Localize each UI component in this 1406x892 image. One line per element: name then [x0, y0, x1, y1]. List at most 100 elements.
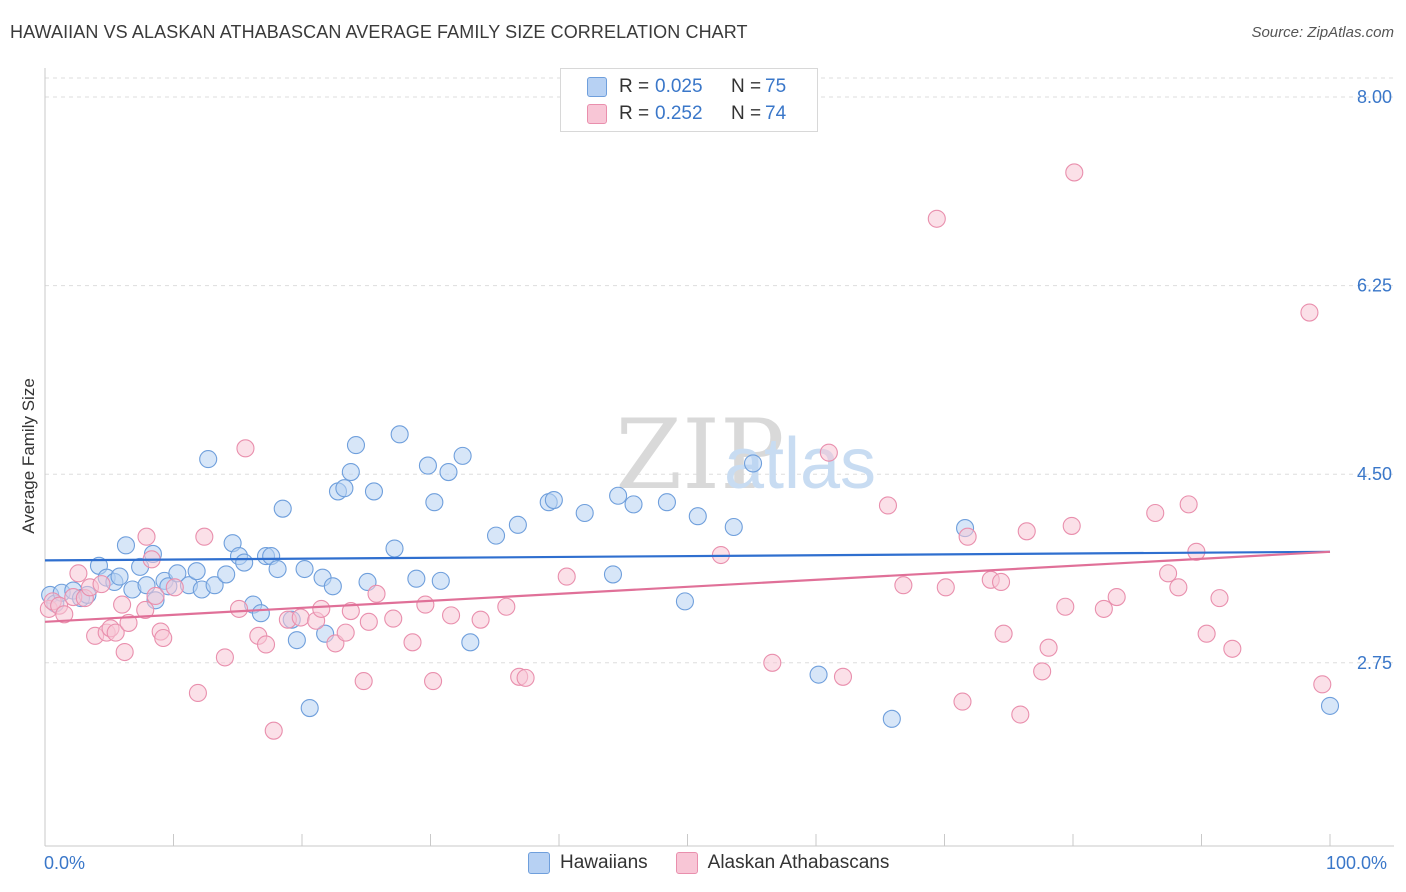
athabascan-point	[341, 602, 360, 621]
legend-swatch-blue	[528, 852, 550, 874]
athabascan-point	[991, 572, 1011, 592]
hawaiian-point	[486, 526, 506, 545]
hawaiian-trend-line	[44, 550, 1331, 562]
athabascan-point	[69, 564, 88, 583]
hawaiian-point	[544, 491, 563, 510]
athabascan-point	[154, 628, 173, 648]
x-axis-ticks	[44, 834, 1331, 846]
athabascan-point	[195, 527, 214, 546]
legend-label: Alaskan Athabascans	[707, 852, 890, 873]
hawaiian-point	[116, 536, 136, 555]
athabascan-point	[833, 667, 853, 686]
hawaiians-swatch	[587, 77, 607, 97]
hawaiian-point	[205, 576, 224, 595]
legend-item-hawaiians: Hawaiians	[528, 852, 648, 874]
y-tick-label: 4.50	[1357, 464, 1392, 484]
athabascan-point	[1107, 588, 1126, 607]
data-points	[39, 163, 1340, 740]
r-value: 0.025	[655, 76, 703, 97]
athabascan-point	[953, 692, 972, 711]
athabascan-point	[55, 605, 74, 624]
hawaiian-point	[273, 499, 292, 518]
hawaiian-point	[418, 456, 437, 475]
hawaiian-point	[575, 503, 594, 523]
hawaiian-point	[743, 454, 763, 473]
athabascan-point	[137, 527, 156, 546]
hawaiian-point	[217, 565, 236, 584]
source-credit: Source: ZipAtlas.com	[1251, 24, 1394, 41]
athabascan-point	[1197, 624, 1216, 643]
athabascan-point	[424, 672, 443, 691]
hawaiian-point	[809, 665, 828, 684]
athabascan-point	[165, 578, 184, 597]
athabascan-point	[1146, 503, 1165, 523]
y-axis-tick-labels: 2.75 4.50 6.25 8.00	[1357, 87, 1392, 673]
athabascan-point	[958, 527, 977, 546]
athabascan-point	[1017, 522, 1036, 541]
athabascan-point	[1094, 599, 1113, 618]
hawaiian-point	[609, 486, 628, 505]
athabascan-point	[1062, 516, 1081, 535]
athabascan-point	[1169, 578, 1188, 597]
hawaiian-point	[364, 482, 384, 501]
athabascan-point	[1159, 564, 1178, 583]
gridlines	[45, 77, 1394, 664]
hawaiian-point	[187, 562, 206, 581]
y-tick-label: 8.00	[1357, 87, 1392, 107]
legend-item-athabascans: Alaskan Athabascans	[675, 852, 890, 874]
n-label: N =	[731, 103, 762, 124]
athabascan-point	[92, 575, 111, 594]
n-label: N =	[731, 76, 762, 97]
watermark-zip: ZIP	[615, 399, 784, 511]
legend-label: Hawaiians	[560, 852, 648, 873]
athabascan-point	[557, 567, 576, 586]
hawaiian-point	[431, 571, 450, 590]
hawaiian-point	[882, 709, 901, 728]
athabascan-point	[936, 578, 955, 597]
athabascan-point	[113, 595, 132, 614]
athabascan-point	[403, 633, 422, 652]
athabascan-point	[215, 648, 234, 667]
athabascan-point	[1056, 597, 1075, 616]
athabascan-point	[367, 584, 386, 603]
athabascan-point	[1179, 495, 1198, 514]
hawaiian-point	[688, 507, 707, 526]
hawaiian-point	[110, 567, 129, 586]
hawaiian-point	[295, 559, 314, 579]
athabascan-point	[291, 608, 310, 627]
hawaiian-point	[235, 553, 254, 572]
athabascan-point	[763, 653, 782, 672]
r-label: R =	[619, 76, 650, 97]
athabascan-point	[1039, 638, 1058, 657]
n-value: 74	[765, 103, 787, 124]
athabascan-trend-line	[44, 550, 1331, 623]
athabascan-point	[1223, 639, 1242, 658]
athabascan-point	[1033, 662, 1052, 681]
r-value: 0.252	[655, 103, 703, 124]
hawaiian-point	[287, 631, 306, 650]
athabascan-point	[994, 624, 1013, 643]
hawaiian-point	[675, 592, 694, 611]
athabascan-point	[1313, 675, 1332, 694]
athabascan-point	[119, 613, 138, 632]
hawaiian-point	[251, 604, 270, 623]
y-tick-label: 2.75	[1357, 653, 1392, 673]
hawaiian-point	[1320, 696, 1340, 715]
hawaiian-point	[461, 633, 480, 652]
n-value: 75	[765, 76, 787, 97]
athabascan-point	[1210, 589, 1229, 608]
athabascan-point	[236, 439, 255, 458]
athabascans-swatch	[587, 104, 607, 124]
hawaiian-point	[323, 577, 342, 596]
athabascan-point	[416, 595, 435, 614]
hawaiian-point	[624, 495, 643, 514]
athabascan-point	[471, 610, 490, 629]
hawaiian-point	[657, 493, 676, 512]
hawaiian-point	[603, 565, 623, 584]
hawaiian-point	[300, 699, 319, 718]
stats-row-hawaiians: R = 0.025 N = 75	[587, 75, 786, 99]
hawaiian-point	[268, 559, 287, 579]
x-tick-label-min: 0.0%	[44, 853, 86, 873]
hawaiian-point	[335, 479, 354, 498]
